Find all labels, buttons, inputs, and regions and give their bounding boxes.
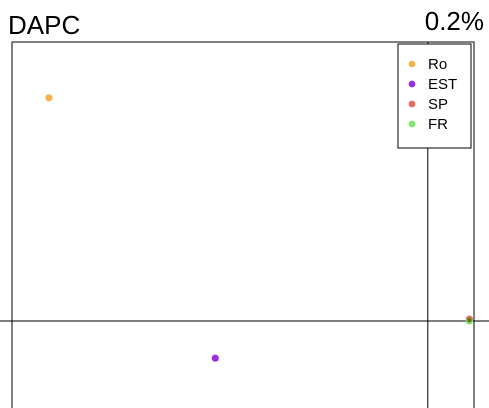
legend-marker-ro (408, 60, 416, 68)
point-ro (45, 94, 53, 102)
legend-marker-fr (408, 120, 416, 128)
legend-label-est: EST (428, 76, 457, 93)
point-overlap (466, 317, 472, 323)
legend-label-fr: FR (428, 116, 448, 133)
point-est (211, 354, 219, 362)
legend-label-ro: Ro (428, 56, 447, 73)
plot-frame (11, 41, 475, 408)
legend-marker-est (408, 80, 416, 88)
legend-marker-sp (408, 100, 416, 108)
variance-label: 0.2% (425, 6, 484, 36)
legend-label-sp: SP (428, 96, 448, 113)
scatter-points (45, 94, 473, 362)
chart-title: DAPC (8, 10, 80, 40)
legend: Ro EST SP FR (397, 43, 472, 149)
